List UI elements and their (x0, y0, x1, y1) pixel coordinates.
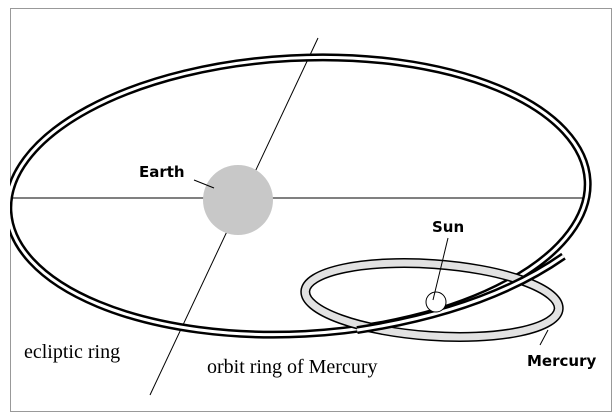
earth-pointer (193, 179, 215, 189)
mercury-label: Mercury (527, 352, 596, 370)
ecliptic-label: ecliptic ring (24, 341, 120, 363)
sun (425, 291, 447, 313)
mercury-pointer (539, 329, 549, 346)
frame (10, 8, 612, 412)
orbit-label: orbit ring of Mercury (207, 356, 378, 378)
earth (203, 165, 273, 235)
mercury-ring (300, 258, 564, 342)
ecliptic-ring (10, 53, 592, 339)
sun-label: Sun (432, 218, 464, 236)
earth-label: Earth (139, 163, 185, 181)
ecliptic-ring-front (356, 252, 566, 335)
sun-pointer (432, 237, 449, 301)
